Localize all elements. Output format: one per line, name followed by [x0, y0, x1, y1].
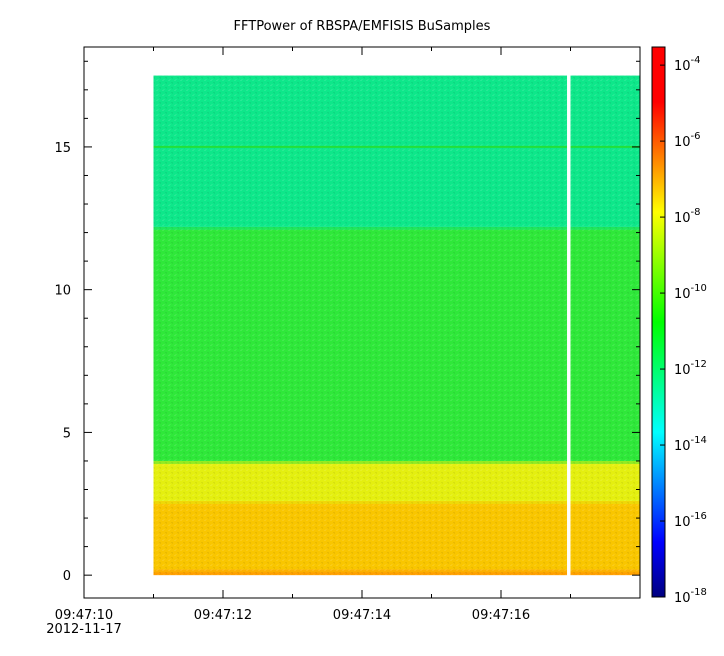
y-tick-label: 15 — [54, 141, 71, 156]
y-axis: 0 5 10 15 — [54, 60, 640, 584]
chart-title: FFTPower of RBSPA/EMFISIS BuSamples — [234, 19, 491, 34]
x-tick-label: 09:47:16 — [472, 608, 530, 623]
colorbar-tick-label: 10-4 — [674, 55, 701, 74]
colorbar: 10-18 10-16 10-14 10-12 10-10 10-8 10-6 10-4 — [651, 46, 707, 606]
x-tick-label: 09:47:12 — [194, 608, 252, 623]
colorbar-tick-label: 10-6 — [674, 131, 701, 150]
x-tick-label: 09:47:10 — [55, 608, 113, 623]
colorbar-tick-label: 10-10 — [674, 283, 707, 302]
colorbar-tick-label: 10-14 — [674, 435, 707, 454]
colorbar-tick-label: 10-18 — [674, 587, 707, 606]
data-gap — [567, 74, 571, 577]
y-tick-label: 0 — [63, 569, 71, 584]
x-tick-label: 09:47:14 — [333, 608, 391, 623]
y-tick-label: 10 — [54, 284, 71, 299]
colorbar-tick-label: 10-16 — [674, 511, 707, 530]
colorbar-tick-label: 10-12 — [674, 359, 707, 378]
y-tick-label: 5 — [63, 426, 71, 441]
x-tick-date-label: 2012-11-17 — [46, 622, 122, 637]
colorbar-tick-label: 10-8 — [674, 207, 701, 226]
spectrogram-data-region — [153, 74, 640, 577]
colorbar-fill — [651, 46, 666, 598]
noise-overlay — [153, 75, 640, 576]
